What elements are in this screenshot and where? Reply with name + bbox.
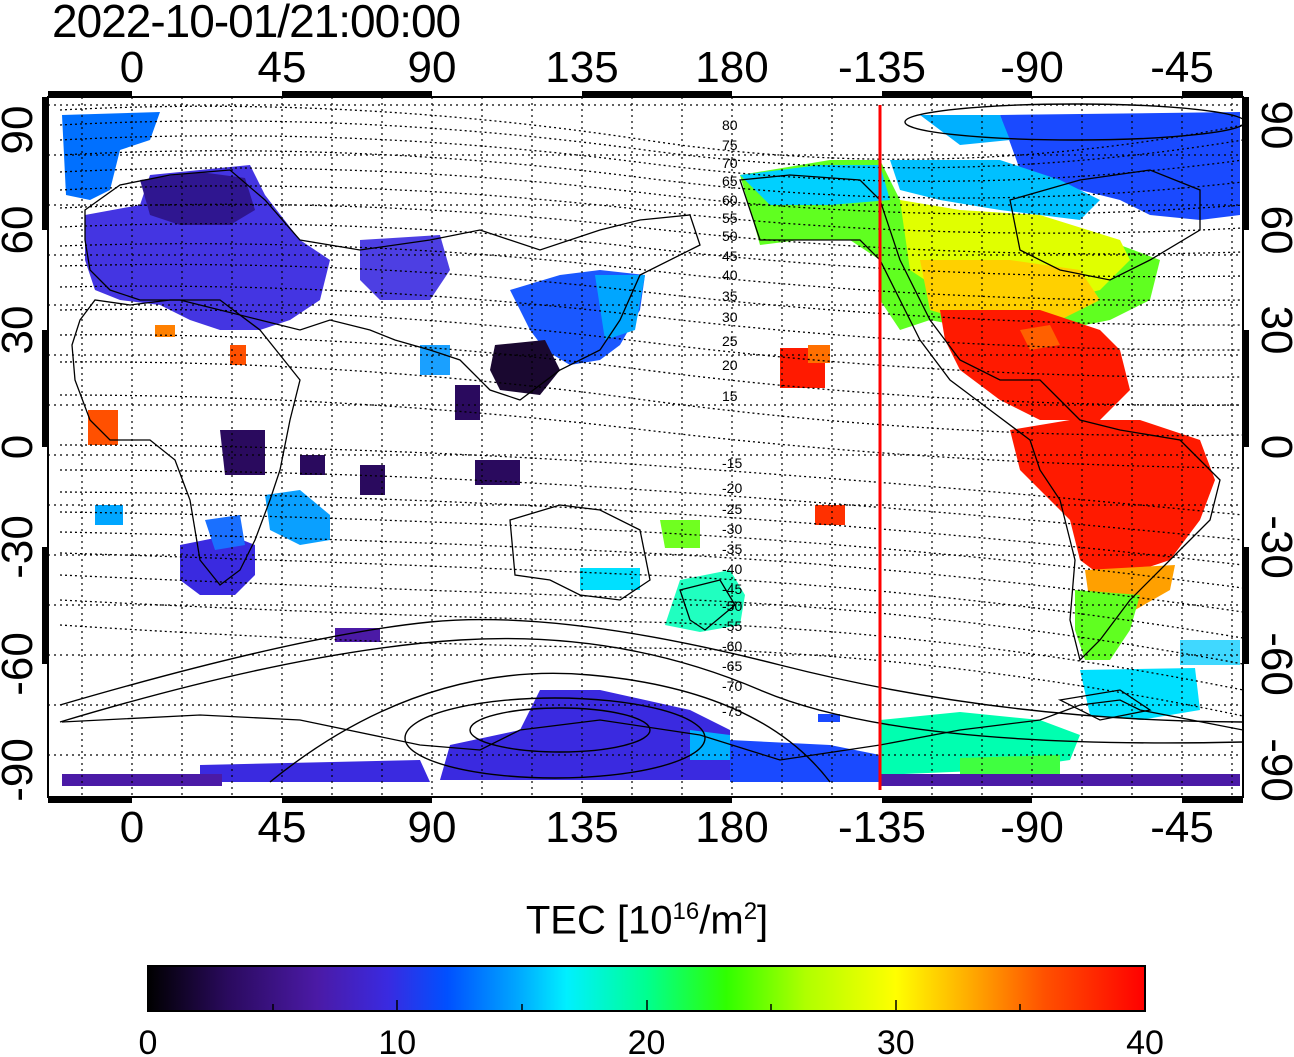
magnetic-latitude-label: 70	[722, 155, 738, 171]
magnetic-latitude-label: 65	[722, 173, 738, 189]
magnetic-latitude-label: 15	[722, 388, 738, 404]
latitude-tick-right: 30	[1252, 306, 1294, 355]
magnetic-latitude-label: 55	[722, 210, 738, 226]
longitude-tick-top: 135	[545, 43, 618, 92]
colorbar-tick-label: 30	[877, 1024, 915, 1057]
magnetic-latitude-label: -50	[722, 598, 742, 614]
longitude-tick-top: -45	[1150, 43, 1214, 92]
longitude-tick-top: 0	[120, 43, 144, 92]
colorbar-tick-label: 20	[628, 1024, 666, 1057]
magnetic-latitude-label: 35	[722, 288, 738, 304]
latitude-tick-right: 60	[1252, 206, 1294, 255]
magnetic-latitude-label: -40	[722, 561, 742, 577]
magnetic-latitude-label: 75	[722, 137, 738, 153]
magnetic-latitude-label: -75	[722, 703, 742, 719]
latitude-tick-left: -30	[0, 515, 42, 579]
magnetic-latitude-labels-north: 80 75 70 65 60 55 50 45 40 35 30 25 20 15	[722, 117, 738, 404]
longitude-tick-bottom: -90	[1000, 803, 1064, 852]
colorbar-minor-ticks	[272, 1000, 1021, 1011]
longitude-tick-top: 45	[258, 43, 307, 92]
latitude-tick-right: 90	[1252, 101, 1294, 150]
magnetic-latitude-label: 25	[722, 333, 738, 349]
longitude-tick-top: -135	[838, 43, 926, 92]
latitude-ticks-left: 90 60 30 0 -30 -60 -90	[0, 106, 42, 802]
colorbar-title-exponent: 16	[672, 898, 700, 925]
magnetic-latitude-label: -15	[722, 455, 742, 471]
magnetic-latitude-label: 50	[722, 228, 738, 244]
longitude-ticks-bottom: 0 45 90 135 180 -135 -90 -45	[120, 803, 1214, 852]
longitude-tick-top: 90	[408, 43, 457, 92]
plot-timestamp: 2022-10-01/21:00:00	[52, 0, 461, 47]
magnetic-latitude-label: -65	[722, 658, 742, 674]
latitude-tick-left: 90	[0, 106, 42, 155]
latitude-tick-left: 60	[0, 206, 42, 255]
colorbar-title-exponent-2: 2	[743, 898, 758, 925]
frame-axis-bars	[42, 91, 1249, 803]
colorbar-title-close: ]	[757, 898, 769, 943]
colorbar-title-main: TEC [10	[525, 898, 673, 943]
longitude-tick-bottom: 45	[258, 803, 307, 852]
magnetic-latitude-label: -20	[722, 480, 742, 496]
magnetic-latitude-labels-south: -15 -20 -25 -30 -35 -40 -45-50 -55 -60 -65 -70 -75	[722, 455, 742, 719]
magnetic-latitude-label: -25	[722, 501, 742, 517]
colorbar-tick-label: 10	[378, 1024, 416, 1057]
longitude-tick-bottom: -135	[838, 803, 926, 852]
latitude-tick-left: -90	[0, 738, 42, 802]
magnetic-latitude-label: 60	[722, 192, 738, 208]
longitude-tick-top: 180	[695, 43, 768, 92]
magnetic-latitude-label: -45	[722, 581, 742, 597]
longitude-tick-top: -90	[1000, 43, 1064, 92]
magnetic-latitude-label: 45	[722, 248, 738, 264]
longitude-ticks-top: 0 45 90 135 180 -135 -90 -45	[120, 43, 1214, 92]
magnetic-latitude-label: -35	[722, 541, 742, 557]
graticule	[48, 97, 1243, 797]
longitude-tick-bottom: -45	[1150, 803, 1214, 852]
magnetic-latitude-label: -60	[722, 638, 742, 654]
colorbar-tick-label: 0	[139, 1024, 158, 1057]
magnetic-latitude-label: 30	[722, 309, 738, 325]
colorbar-title: TEC [1016/m2]	[0, 898, 1294, 943]
magnetic-latitude-label: -70	[722, 678, 742, 694]
magnetic-latitude-label: 80	[722, 117, 738, 133]
magnetic-latitude-label: 20	[722, 357, 738, 373]
latitude-tick-right: 0	[1252, 435, 1294, 459]
latitude-tick-left: 0	[0, 435, 42, 459]
magnetic-latitude-label: -30	[722, 521, 742, 537]
latitude-ticks-right: 90 60 30 0 -30 -60 -90	[1252, 101, 1294, 802]
tec-data-layer	[62, 112, 1240, 786]
latitude-tick-left: -60	[0, 632, 42, 696]
longitude-tick-bottom: 90	[408, 803, 457, 852]
colorbar-tick-labels: 0 10 20 30 40	[139, 1024, 1164, 1057]
latitude-tick-right: -90	[1252, 738, 1294, 802]
magnetic-latitude-label: -55	[722, 618, 742, 634]
latitude-tick-right: -30	[1252, 515, 1294, 579]
longitude-tick-bottom: 0	[120, 803, 144, 852]
latitude-tick-left: 30	[0, 306, 42, 355]
magnetic-latitude-label: 40	[722, 267, 738, 283]
magnetic-latitude-contours	[59, 105, 1243, 717]
colorbar-tick-label: 40	[1126, 1024, 1164, 1057]
colorbar-title-unit: /m	[699, 898, 744, 943]
longitude-tick-bottom: 135	[545, 803, 618, 852]
longitude-tick-bottom: 180	[695, 803, 768, 852]
latitude-tick-right: -60	[1252, 632, 1294, 696]
